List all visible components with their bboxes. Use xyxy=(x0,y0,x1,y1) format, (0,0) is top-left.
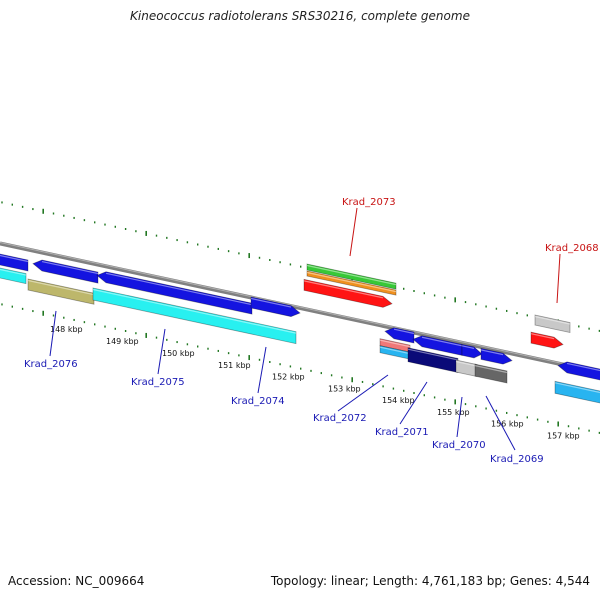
feature-gray-dark xyxy=(474,363,508,384)
tick-labels: 148 kbp 149 kbp 150 kbp 151 kbp 152 kbp 153 k… xyxy=(50,325,580,441)
gene-feature-krad-2068 xyxy=(530,331,564,349)
callout-line-krad-2075 xyxy=(157,328,166,375)
map-title: Kineococcus radiotolerans SRS30216, comp… xyxy=(130,9,470,23)
gene-feature-krad-2074 xyxy=(250,296,301,317)
feature-gray-light-shine xyxy=(455,360,478,367)
callout-line-krad-2070 xyxy=(456,396,463,438)
gene-feature-krad-2068-shine xyxy=(530,333,555,340)
cds-feature-krad-2067-shine xyxy=(554,382,600,394)
gene-feature-krad-2067 xyxy=(557,361,600,381)
gene-feature-krad-2075 xyxy=(96,271,253,315)
callout-line-krad-2071 xyxy=(399,381,428,425)
feature-sky-shine xyxy=(379,346,411,355)
cds-feature-krad-2077-shine xyxy=(0,268,27,276)
gene-feature-krad-2074-shine xyxy=(250,297,292,308)
feature-salmon-shine xyxy=(379,339,411,348)
backbone-highlight xyxy=(0,242,600,372)
cds-feature-krad-2075-shine xyxy=(92,288,297,334)
tick-label-154-kbp: 154 kbp xyxy=(382,396,415,405)
gene-feature-krad-2075-shine xyxy=(105,272,253,306)
tick-label-157-kbp: 157 kbp xyxy=(547,432,580,441)
gene-feature-krad-2073 xyxy=(303,278,393,308)
cds-feature-krad-2075 xyxy=(92,287,297,345)
cds-feature-krad-2067 xyxy=(554,380,600,404)
callout-line-krad-2069 xyxy=(485,395,516,451)
gene-feature-krad-2069 xyxy=(480,347,513,365)
gene-feature-krad-2077-shine xyxy=(0,254,29,263)
gene-features xyxy=(0,253,600,404)
callout-line-krad-2068 xyxy=(556,253,561,304)
genome-backbone xyxy=(0,241,600,375)
gene-feature-krad-2067-shine xyxy=(566,362,600,372)
tick-label-155-kbp: 155 kbp xyxy=(437,408,470,417)
backbone-line xyxy=(0,241,600,375)
gene-feature-krad-2069-shine xyxy=(480,349,504,356)
gene-callouts: Krad_2076 Krad_2075 Krad_2074 Krad_2073 Krad… xyxy=(24,197,599,465)
gene-feature-krad-2073-shine xyxy=(303,280,384,299)
tick-label-152-kbp: 152 kbp xyxy=(272,372,305,381)
genome-summary-text: Topology: linear; Length: 4,761,183 bp; … xyxy=(270,574,590,588)
gene-label-krad-2073: Krad_2073 xyxy=(342,197,396,208)
gene-feature-krad-2076 xyxy=(32,259,99,284)
callout-line-krad-2072 xyxy=(337,374,389,412)
feature-krad-2073-green-shine xyxy=(306,264,397,286)
cds-feature-krad-2076-shine xyxy=(27,279,95,296)
cds-feature-krad-2077 xyxy=(0,267,27,285)
feature-krad-2068-gray xyxy=(534,314,571,334)
tick-label-153-kbp: 153 kbp xyxy=(328,385,361,394)
feature-navy-shine xyxy=(407,348,459,361)
tick-label-150-kbp: 150 kbp xyxy=(162,349,195,358)
gene-label-krad-2075: Krad_2075 xyxy=(131,377,185,388)
gene-label-krad-2074: Krad_2074 xyxy=(231,396,285,407)
feature-krad-2073-green xyxy=(306,263,397,290)
gene-feature-krad-2077 xyxy=(0,253,29,272)
gene-feature-krad-2076-shine xyxy=(41,260,99,275)
tick-label-149-kbp: 149 kbp xyxy=(106,337,139,346)
gene-label-krad-2072: Krad_2072 xyxy=(313,413,367,424)
gene-feature-krad-2070-shine xyxy=(461,345,475,349)
feature-krad-2073-orange xyxy=(306,270,397,296)
tick-label-148-kbp: 148 kbp xyxy=(50,325,83,334)
tick-label-151-kbp: 151 kbp xyxy=(218,361,251,370)
gene-label-krad-2069: Krad_2069 xyxy=(490,454,544,465)
accession-text: Accession: NC_009664 xyxy=(8,574,145,588)
tick-label-156-kbp: 156 kbp xyxy=(491,420,524,429)
gene-feature-krad-2071-shine xyxy=(421,336,463,347)
callout-line-krad-2076 xyxy=(49,310,57,357)
feature-gray-dark-shine xyxy=(474,365,508,374)
gene-label-krad-2070: Krad_2070 xyxy=(432,440,486,451)
gene-feature-krad-2071 xyxy=(412,335,463,356)
gene-feature-krad-2072 xyxy=(384,327,415,344)
gene-label-krad-2076: Krad_2076 xyxy=(24,359,78,370)
gene-feature-krad-2070 xyxy=(461,343,483,359)
gene-label-krad-2071: Krad_2071 xyxy=(375,427,429,438)
callout-line-krad-2073 xyxy=(349,207,358,257)
tick-dot-tracks xyxy=(1,201,600,434)
feature-krad-2068-gray-shine xyxy=(534,315,571,325)
feature-krad-2073-orange-shine xyxy=(306,271,397,293)
callout-line-krad-2074 xyxy=(257,346,267,394)
gene-feature-krad-2072-shine xyxy=(393,328,415,335)
cds-feature-krad-2076 xyxy=(27,278,95,305)
gene-label-krad-2068: Krad_2068 xyxy=(545,243,599,254)
